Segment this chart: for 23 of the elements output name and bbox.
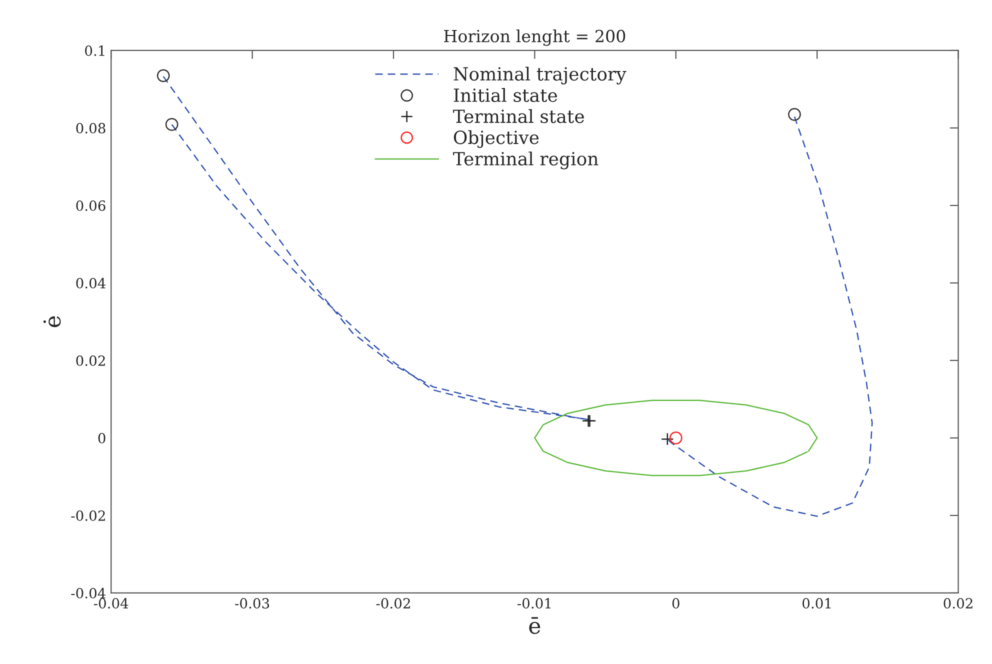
x-tick-label: -0.04	[94, 598, 128, 609]
y-tick-label: 0.04	[76, 278, 106, 288]
x-tick-label: -0.03	[235, 598, 270, 609]
y-tick-label: -0.04	[71, 588, 106, 598]
x-tick-label: -0.02	[376, 598, 410, 609]
legend-label: Initial state	[454, 88, 558, 102]
y-tick-label: 0	[98, 432, 106, 444]
x-axis-title: ē	[529, 617, 540, 634]
y-tick-label: 0.02	[76, 355, 105, 366]
x-tick-label: -0.01	[517, 598, 551, 609]
x-tick-label: 0	[672, 598, 680, 609]
legend-label: Terminal state	[453, 109, 584, 124]
y-tick-label: -0.02	[71, 510, 105, 521]
x-tick-label: 0.01	[802, 598, 831, 609]
legend-label: Objective	[454, 130, 539, 148]
chart-title: Horizon lenght = 200	[444, 29, 626, 46]
y-tick-label: 0.08	[76, 122, 106, 134]
legend-label: Terminal region	[453, 152, 598, 170]
x-tick-label: 0.02	[944, 598, 972, 609]
y-axis-title: ė	[43, 316, 61, 328]
y-tick-label: 0.06	[76, 200, 106, 211]
legend-label: Nominal trajectory	[454, 66, 626, 84]
y-tick-label: 0.1	[85, 45, 104, 56]
